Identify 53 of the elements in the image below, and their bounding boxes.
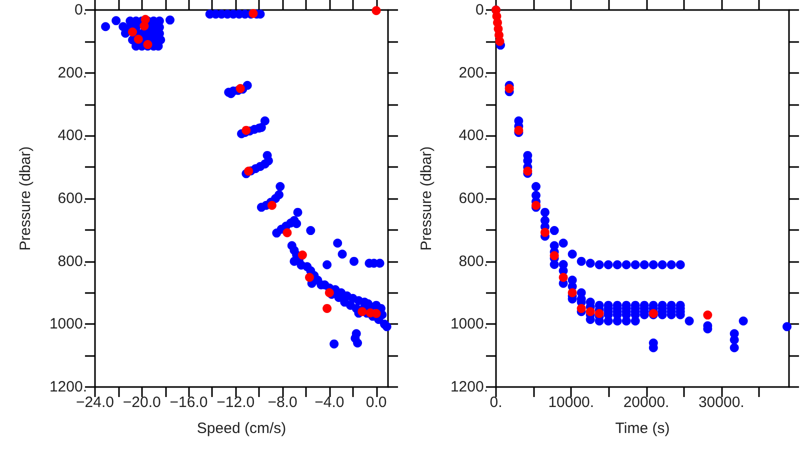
point [558,272,568,282]
point [134,34,143,44]
y-tick-label: 1000. [450,316,488,333]
x-tick-label: −16.0 [170,394,208,411]
y-tick-label: 400. [58,127,87,144]
y-tick-label: 400. [458,127,488,144]
y-tick-label: 0. [475,2,488,18]
point [576,304,586,313]
point [358,307,367,316]
point [504,84,514,94]
point [282,228,292,238]
x-axis-title: Time (s) [615,420,670,437]
point [140,22,149,31]
y-tick-label: 1200. [49,378,87,396]
x-tick-label: −24.0 [76,394,114,411]
x-tick-label: −12.0 [216,394,255,411]
y-tick-label: 800. [458,252,488,270]
point [324,288,334,298]
x-tick-label: −8.0 [268,394,298,411]
y-tick-label: 800. [58,252,87,270]
point [550,251,559,260]
x-tick-label: 20000. [623,394,670,411]
point [236,84,245,94]
y-axis-title: Pressure (dbar) [17,146,34,251]
point [304,272,314,282]
point [568,288,577,298]
x-axis-title: Speed (cm/s) [196,420,286,437]
x-tick-label: −20.0 [122,394,161,411]
point [242,126,251,135]
y-tick-label: 600. [458,190,488,207]
point [372,6,381,16]
y-tick-label: 600. [58,190,87,207]
y-tick-label: 1000. [49,316,87,333]
y-tick-label: 0. [74,2,87,18]
point [267,200,276,210]
point [703,310,712,320]
y-axis-title: Pressure (dbar) [418,146,435,251]
point [248,8,258,18]
x-tick-label: 30000. [698,394,744,411]
point [514,126,524,135]
y-tick-label: 200. [58,64,87,82]
x-tick-label: −4.0 [314,394,344,411]
point [128,27,138,36]
x-tick-label: 10000. [548,394,594,411]
y-tick-label: 200. [458,64,488,82]
x-tick-label: 0.0 [366,394,387,411]
point [594,308,604,318]
y-tick-label: 1200. [450,378,488,396]
point [540,228,550,237]
x-tick-label: 0. [490,394,502,411]
point [322,304,332,313]
point [298,250,307,260]
point [586,307,595,316]
